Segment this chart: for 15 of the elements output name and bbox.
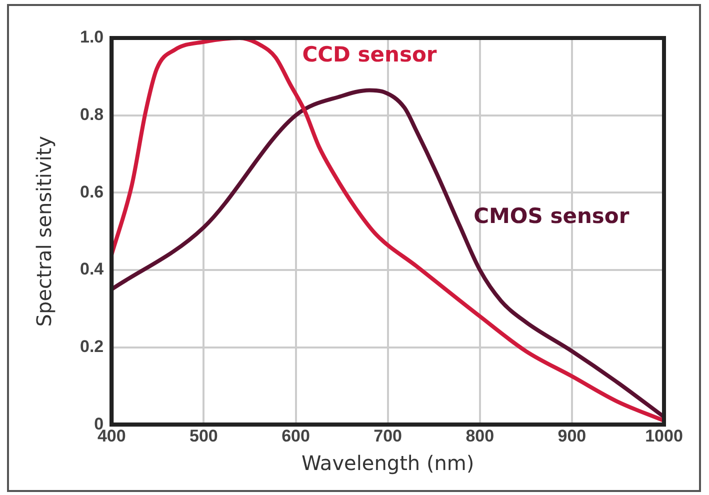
series-label: CMOS sensor [474, 204, 630, 228]
y-tick-label: 0.2 [80, 336, 104, 356]
x-tick-label: 1000 [645, 426, 683, 446]
x-tick-label: 900 [558, 426, 586, 446]
x-tick-label: 600 [282, 426, 310, 446]
x-axis-title: Wavelength (nm) [301, 451, 474, 476]
x-tick-label: 500 [190, 426, 218, 446]
y-axis-title: Spectral sensitivity [32, 136, 56, 327]
y-tick-label: 0.8 [80, 105, 104, 124]
y-tick-label: 0.4 [80, 260, 104, 279]
y-tick-label: 1.0 [80, 28, 104, 47]
x-tick-label: 800 [466, 426, 494, 446]
series-label: CCD sensor [302, 42, 438, 66]
y-tick-label: 0.6 [80, 182, 104, 202]
x-tick-label: 700 [374, 426, 402, 446]
